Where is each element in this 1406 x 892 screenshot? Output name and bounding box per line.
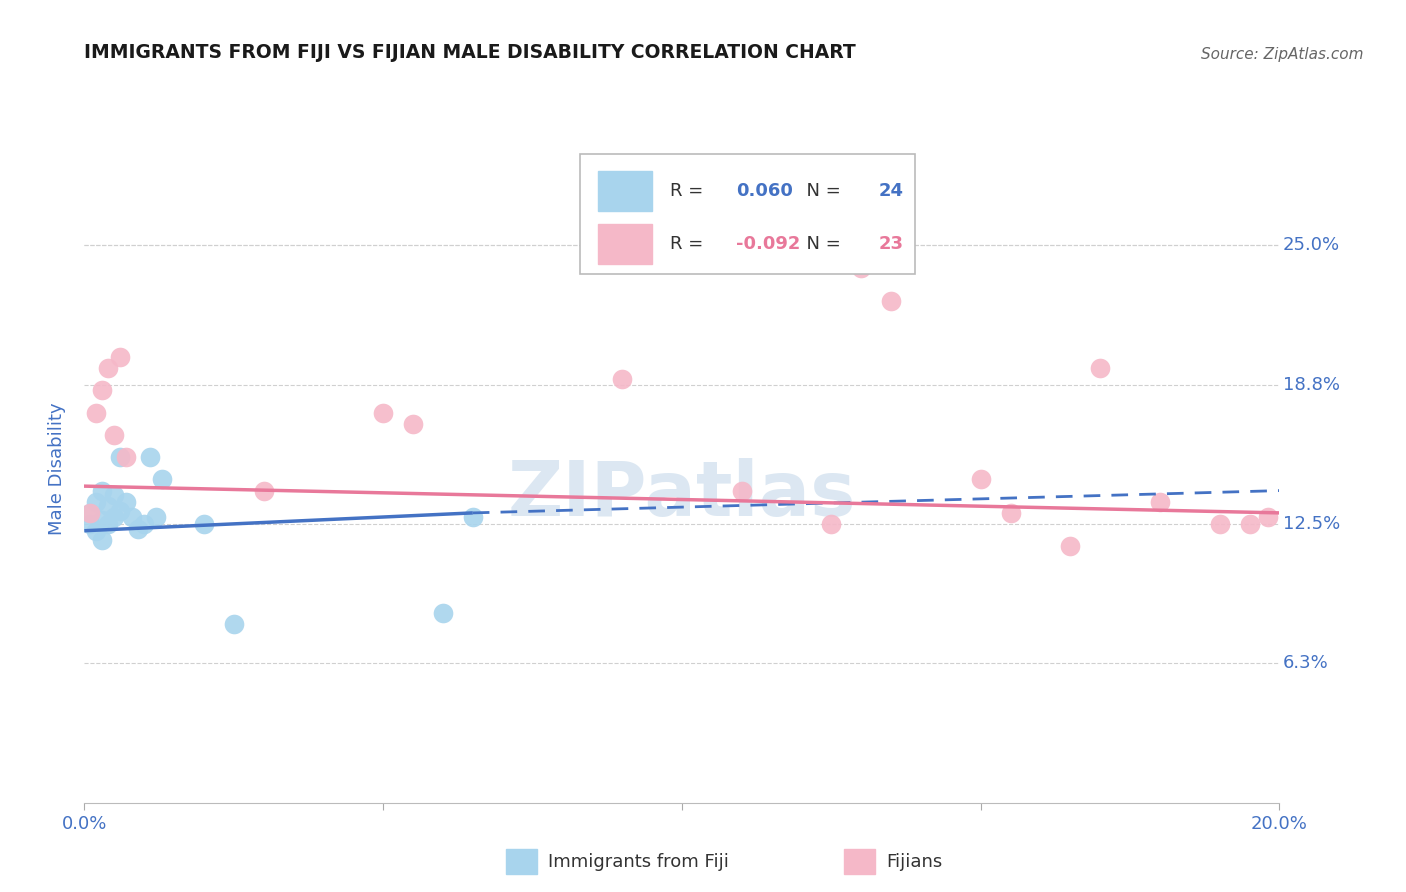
Point (121, 510, 143, 524)
Point (1000, 506, 1022, 520)
Point (849, 260, 872, 275)
Point (79, 506, 101, 520)
Point (79, 506, 101, 520)
Point (820, 517, 842, 532)
Point (115, 494, 138, 508)
Point (150, 473, 173, 487)
Text: 6.3%: 6.3% (1284, 655, 1329, 673)
Point (91, 533, 114, 547)
Text: 24: 24 (879, 182, 904, 200)
Point (86, 494, 108, 508)
Point (193, 517, 215, 532)
FancyBboxPatch shape (599, 224, 652, 264)
FancyBboxPatch shape (599, 170, 652, 211)
Point (86, 406, 108, 420)
Point (97, 361, 120, 376)
Point (145, 510, 167, 524)
Text: R =: R = (669, 235, 709, 253)
Text: 12.5%: 12.5% (1284, 515, 1340, 533)
Point (110, 350, 132, 364)
Point (103, 510, 125, 524)
Point (880, 294, 903, 309)
Point (402, 417, 425, 431)
Point (110, 450, 132, 465)
Point (86, 524, 108, 538)
Point (127, 521, 149, 535)
FancyBboxPatch shape (581, 154, 915, 275)
Point (461, 510, 484, 524)
Text: R =: R = (669, 182, 709, 200)
Text: N =: N = (796, 235, 846, 253)
Point (1088, 361, 1111, 376)
Point (371, 406, 394, 420)
Text: -0.092: -0.092 (735, 235, 800, 253)
Point (432, 607, 454, 621)
Point (1239, 517, 1261, 532)
Text: IMMIGRANTS FROM FIJI VS FIJIAN MALE DISABILITY CORRELATION CHART: IMMIGRANTS FROM FIJI VS FIJIAN MALE DISA… (84, 44, 856, 62)
Point (97, 517, 120, 532)
Point (731, 483, 754, 498)
Text: 25.0%: 25.0% (1284, 236, 1340, 254)
Point (1059, 539, 1081, 553)
Point (91, 513, 114, 527)
Y-axis label: Male Disability: Male Disability (48, 402, 66, 534)
Text: ZIPatlas: ZIPatlas (508, 458, 856, 532)
Text: 0.060: 0.060 (735, 182, 793, 200)
Text: Fijians: Fijians (886, 853, 942, 871)
Point (132, 517, 156, 532)
Point (110, 503, 132, 517)
Point (222, 617, 245, 632)
Point (1257, 510, 1279, 524)
Point (970, 473, 993, 487)
Point (1208, 517, 1232, 532)
Text: 23: 23 (879, 235, 904, 253)
Point (97, 500, 120, 514)
Point (610, 372, 633, 386)
Text: N =: N = (796, 182, 846, 200)
Point (103, 488, 125, 502)
Point (91, 384, 114, 398)
Point (1149, 494, 1171, 508)
Point (91, 483, 114, 498)
Text: 18.8%: 18.8% (1284, 376, 1340, 393)
Point (139, 450, 162, 465)
Point (115, 450, 138, 465)
Text: Source: ZipAtlas.com: Source: ZipAtlas.com (1201, 47, 1364, 62)
Text: Immigrants from Fiji: Immigrants from Fiji (548, 853, 730, 871)
Point (103, 428, 125, 442)
Point (79, 517, 101, 532)
Point (253, 483, 276, 498)
